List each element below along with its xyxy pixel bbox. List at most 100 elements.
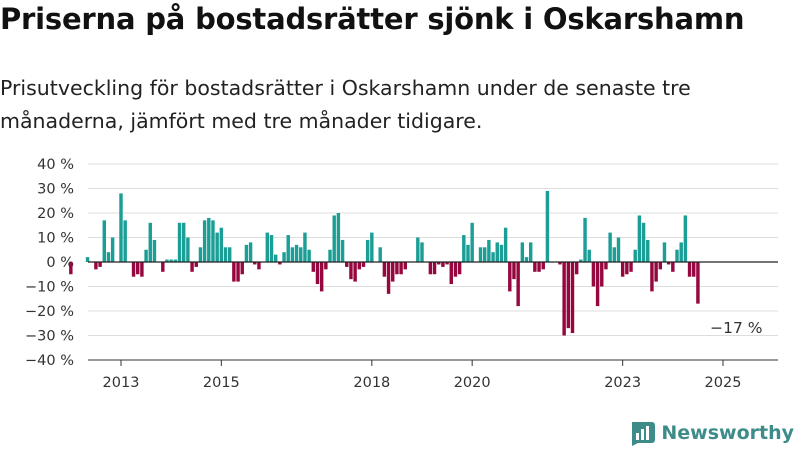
bar [495,242,499,262]
bar [687,262,692,277]
y-tick-label: 20 % [37,206,74,222]
bar [190,262,194,272]
bar [608,232,612,262]
bar [403,262,407,270]
bar [336,213,341,262]
x-tick-label: 2023 [604,375,641,391]
bar [102,220,106,262]
y-tick-label: −20 % [25,304,74,320]
bar [194,262,198,267]
bar [482,247,487,262]
bar [136,262,140,275]
bar [207,217,211,262]
bar [257,262,261,270]
bar [328,249,332,262]
bar [457,262,462,275]
bar [512,262,516,280]
bar [692,262,696,277]
subtitle-line-2: månaderna, jämfört med tre månader tidig… [0,109,483,133]
bar [382,262,387,277]
bar [152,239,157,262]
chart-title: Priserna på bostadsrätter sjönk i Oskars… [0,2,745,36]
bar [144,249,148,262]
bar [223,247,228,262]
bar [449,262,453,285]
bar [541,262,545,270]
bar [441,262,445,267]
bar [654,262,658,282]
y-tick-label: 0 % [46,255,74,271]
bar [470,222,474,262]
bar [69,262,73,275]
bar [357,262,362,270]
bar [353,262,357,282]
bar [650,262,654,292]
bar [562,262,566,336]
bar [533,262,537,272]
bar [324,262,328,270]
bar [94,262,98,270]
x-tick-label: 2020 [454,375,491,391]
bar [294,244,299,262]
bar [282,252,286,262]
bar [520,242,525,262]
bar [579,259,583,262]
bar-series [69,190,700,336]
bar [558,262,562,265]
y-tick-label: −10 % [25,280,74,296]
bar [219,227,224,262]
x-axis-ticks: 2013 2015 2018 2020 2023 2025 [103,360,742,391]
bar [662,242,667,262]
bar [265,232,270,262]
bar [161,262,165,272]
bar [211,220,215,262]
x-tick-label: 2015 [203,375,240,391]
bar [198,247,203,262]
bar [140,262,144,277]
bar [119,193,123,262]
bar [315,262,320,285]
bar [307,249,311,262]
brand-name: Newsworthy [661,422,794,444]
bar [574,262,579,275]
bar [106,252,111,262]
bar [244,244,249,262]
y-axis-ticks: 40 % 30 % 20 % 10 % 0 % −10 % −20 % −30 % −40 % [25,157,74,369]
bar [666,262,671,265]
bar [232,262,236,282]
bar [85,257,90,262]
bar [595,262,600,307]
bar [202,220,207,262]
y-tick-label: 40 % [37,157,74,173]
bar [236,262,240,282]
bar [696,262,700,304]
bar [537,262,541,272]
bar [273,254,278,262]
bar [637,215,642,262]
y-tick-label: −40 % [25,353,74,369]
bar [416,237,420,262]
bar [165,259,169,262]
x-tick-label: 2025 [705,375,742,391]
bar [148,222,152,262]
bar [641,222,646,262]
bar [600,262,604,287]
bar [499,244,504,262]
bar [269,235,274,262]
bar [131,262,136,277]
bar [466,244,470,262]
bar [378,247,382,262]
latest-value-annotation: −17 % [710,319,762,337]
bar [612,247,617,262]
bar [395,262,399,275]
bar [437,262,441,265]
bar [658,262,663,270]
bar [629,262,633,272]
bar [253,262,257,265]
bar [570,262,575,334]
bar [98,262,102,267]
bar [604,262,608,270]
bar [365,239,370,262]
bar [503,227,508,262]
bar [290,247,295,262]
